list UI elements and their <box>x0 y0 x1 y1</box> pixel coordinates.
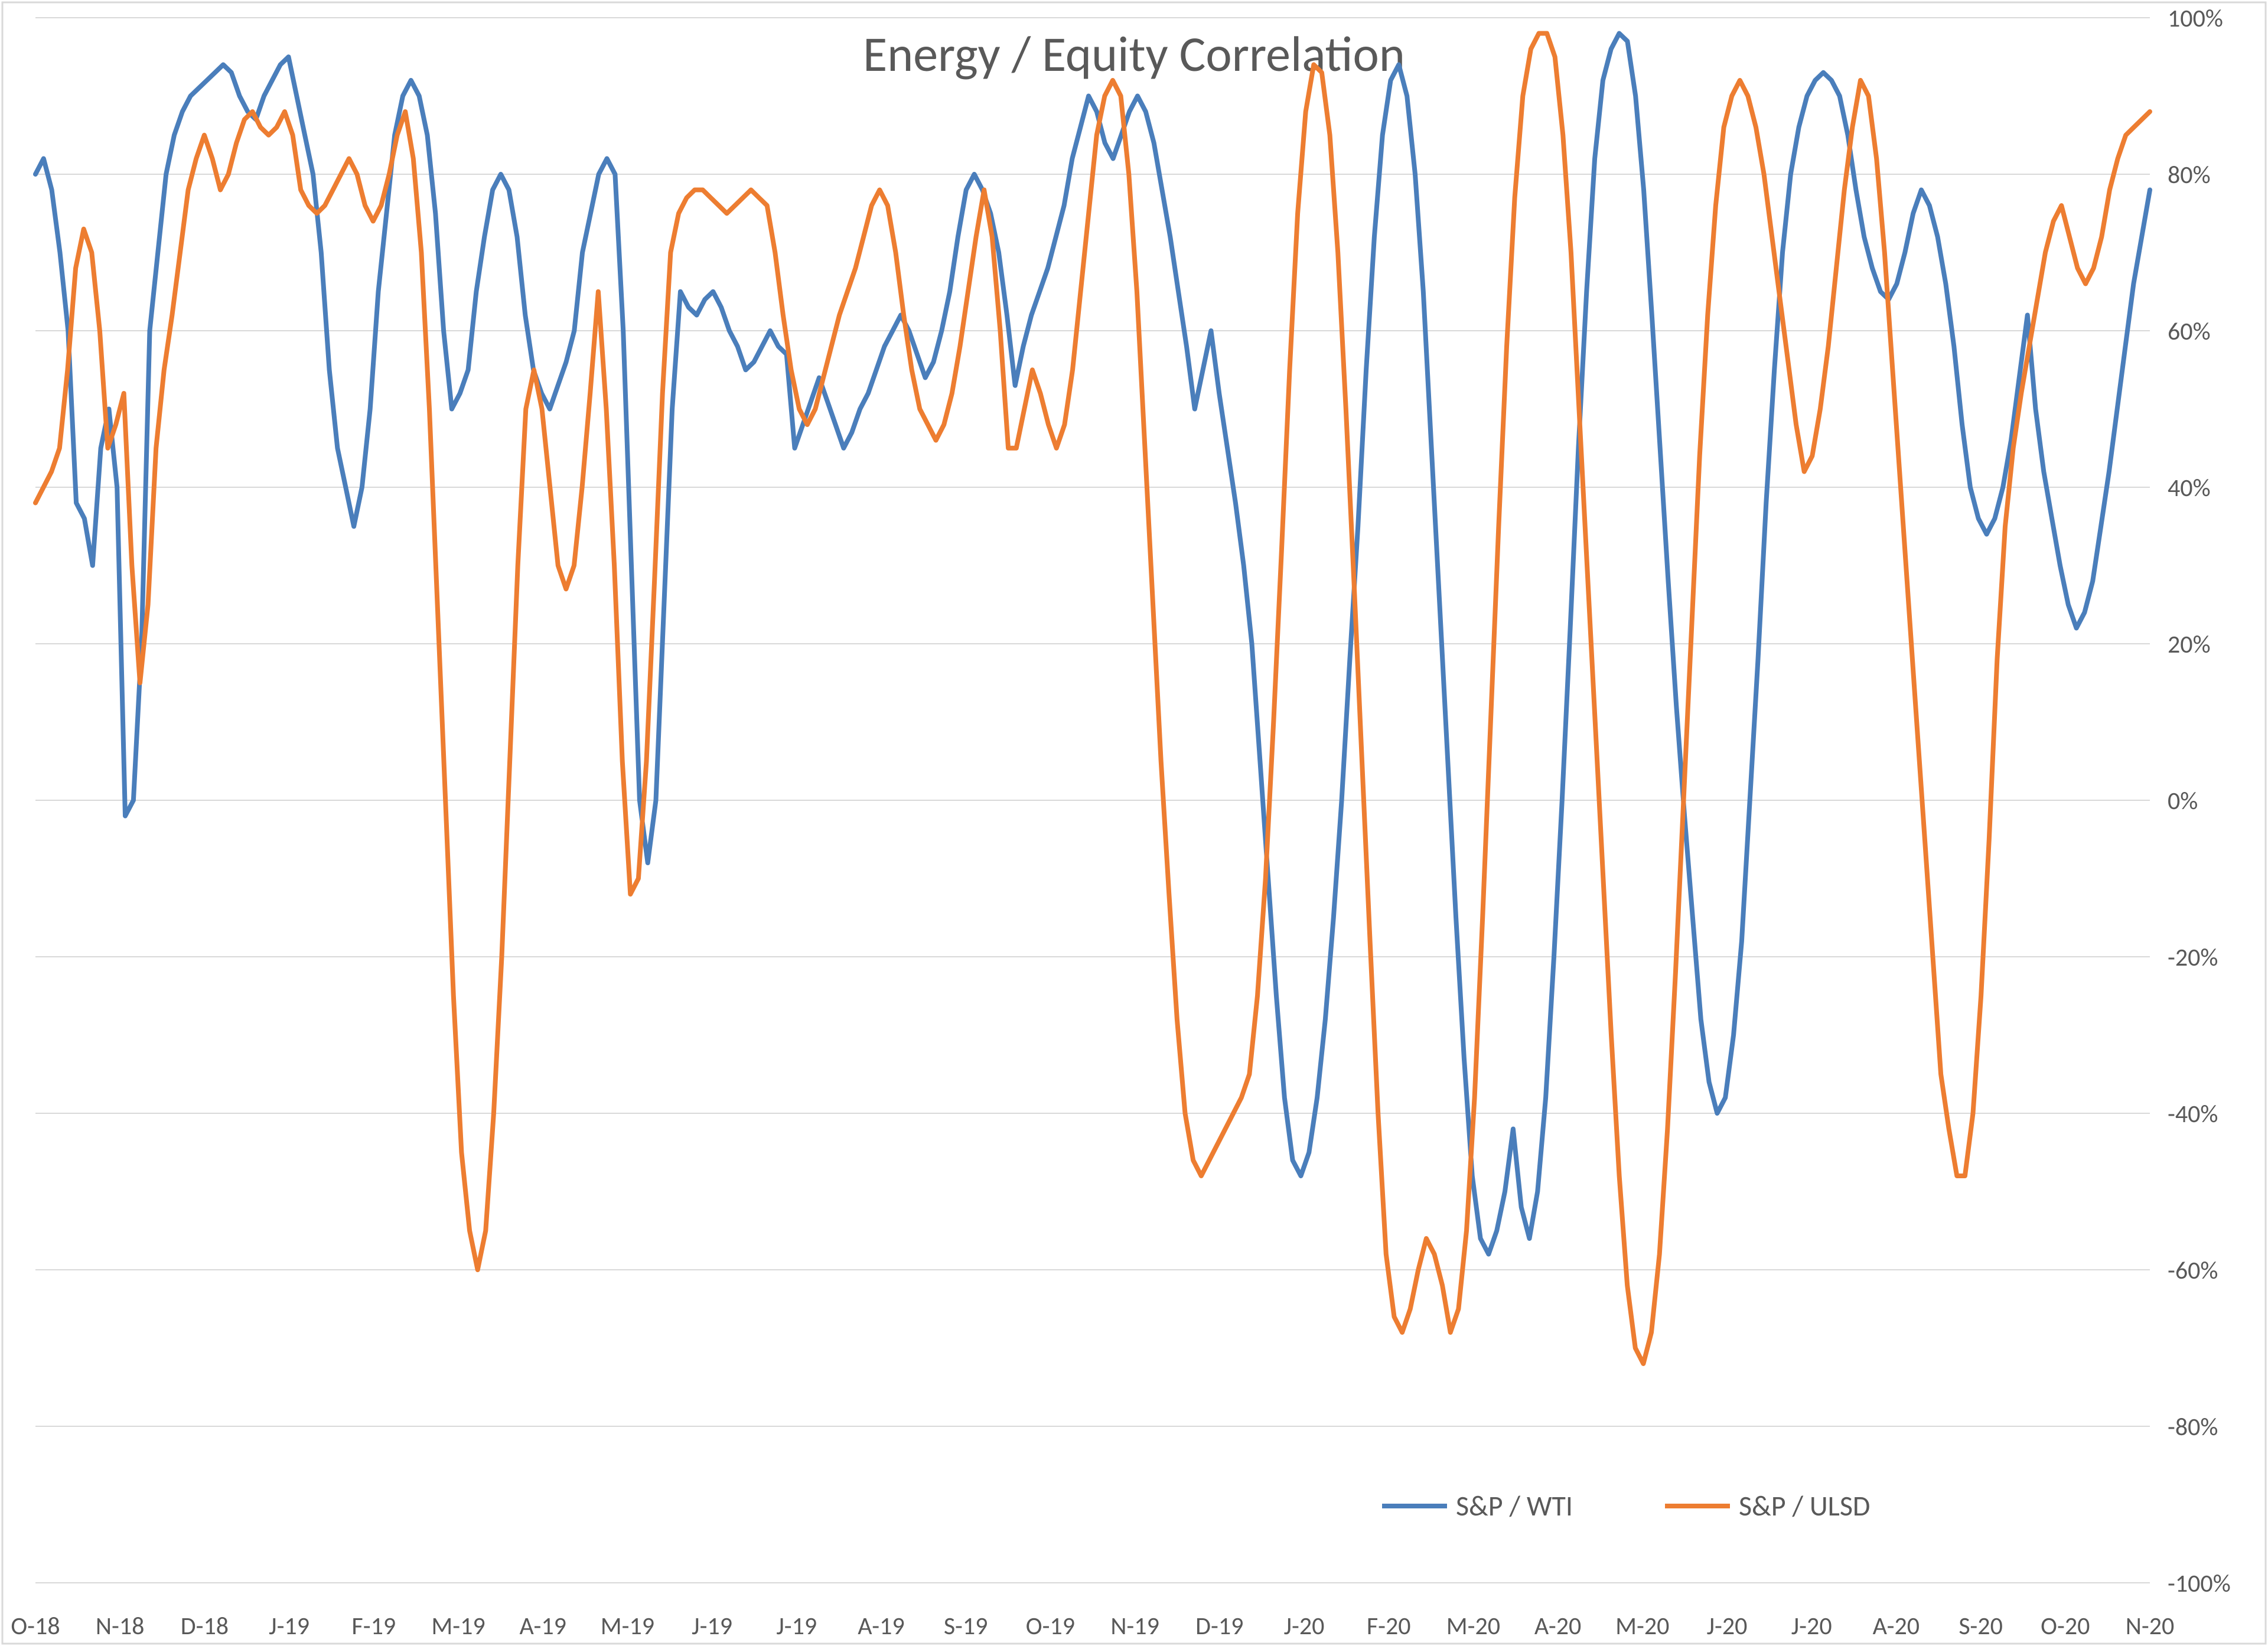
x-tick-label: J-20 <box>1284 1611 1325 1641</box>
y-tick-label: -40% <box>2168 1099 2218 1129</box>
y-tick-label: 40% <box>2168 473 2211 503</box>
x-tick-label: J-19 <box>269 1611 309 1641</box>
legend-label: S&P / ULSD <box>1739 1488 1870 1523</box>
x-tick-label: M-19 <box>601 1611 654 1641</box>
x-tick-label: O-19 <box>1026 1611 1075 1641</box>
x-tick-label: M-19 <box>431 1611 485 1641</box>
x-tick-label: N-19 <box>1110 1611 1159 1641</box>
y-tick-label: 60% <box>2168 317 2211 347</box>
x-tick-label: O-20 <box>2041 1611 2090 1641</box>
y-tick-label: 80% <box>2168 160 2211 190</box>
y-tick-label: -100% <box>2168 1569 2231 1599</box>
y-tick-label: 0% <box>2168 786 2198 816</box>
x-tick-label: A-19 <box>858 1611 904 1641</box>
x-tick-label: A-20 <box>1873 1611 1920 1641</box>
x-tick-label: F-20 <box>1367 1611 1411 1641</box>
x-tick-label: A-19 <box>519 1611 566 1641</box>
x-tick-label: J-20 <box>1707 1611 1748 1641</box>
series-ulsd <box>35 34 2150 1364</box>
y-tick-label: -60% <box>2168 1256 2218 1286</box>
x-tick-label: J-19 <box>692 1611 732 1641</box>
x-tick-label: O-18 <box>11 1611 60 1641</box>
chart-container: -100% -80% -60% -40% -20% 0% 20% 40% 60% 80% 100% O… <box>0 0 2268 1646</box>
x-tick-label: F-19 <box>351 1611 396 1641</box>
x-tick-label: M-20 <box>1615 1611 1669 1641</box>
x-tick-label: S-19 <box>944 1611 988 1641</box>
chart-svg: -100% -80% -60% -40% -20% 0% 20% 40% 60% 80% 100% O… <box>0 0 2268 1646</box>
x-tick-label: N-20 <box>2126 1611 2175 1641</box>
y-tick-label: -80% <box>2168 1412 2218 1442</box>
x-tick-label: D-19 <box>1195 1611 1243 1641</box>
x-tick-label: D-18 <box>181 1611 229 1641</box>
y-tick-label: 100% <box>2168 4 2223 34</box>
y-tick-label: 20% <box>2168 630 2211 660</box>
x-tick-label: J-20 <box>1791 1611 1832 1641</box>
x-tick-label: A-20 <box>1534 1611 1581 1641</box>
legend-label: S&P / WTI <box>1456 1488 1573 1523</box>
y-tick-label: -20% <box>2168 943 2218 973</box>
x-tick-label: S-20 <box>1959 1611 2003 1641</box>
x-tick-label: N-18 <box>96 1611 145 1641</box>
x-tick-label: J-19 <box>776 1611 817 1641</box>
x-tick-label: M-20 <box>1446 1611 1500 1641</box>
